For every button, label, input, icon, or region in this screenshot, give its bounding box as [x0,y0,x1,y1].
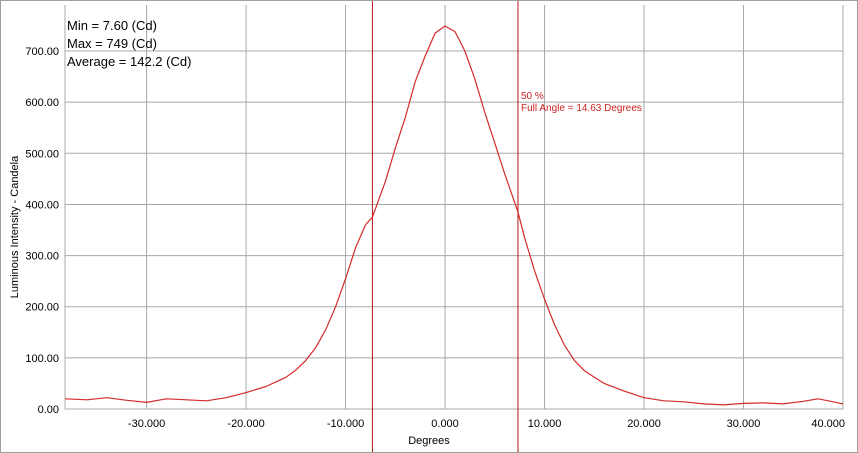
x-tick-label: 10.000 [528,418,562,430]
percent-annotation: 50 % [521,91,544,102]
y-tick-label: 500.00 [25,148,59,160]
x-tick-label: -30.000 [128,418,165,430]
x-tick-label: -10.000 [327,418,364,430]
x-tick-label: 30.000 [727,418,761,430]
y-tick-label: 0.00 [38,404,59,416]
y-tick-label: 600.00 [25,97,59,109]
average-readout: Average = 142.2 (Cd) [67,54,192,69]
series [64,25,844,406]
y-tick-label: 700.00 [25,46,59,58]
half-max-markers [371,1,519,452]
x-tick-label: -20.000 [227,418,264,430]
tick-labels: 0.00 100.00 200.00 300.00 400.00 500.00 600.00… [25,46,845,430]
x-axis-label: Degrees [408,435,450,447]
intensity-curve [64,25,844,406]
y-tick-label: 100.00 [25,353,59,365]
y-tick-label: 200.00 [25,302,59,314]
y-tick-label: 400.00 [25,199,59,211]
x-tick-label: 40.000 [811,418,845,430]
x-tick-label: 0.000 [431,418,459,430]
y-axis-label: Luminous Intensity - Candela [9,155,21,298]
y-tick-label: 300.00 [25,251,59,263]
min-readout: Min = 7.60 (Cd) [67,18,157,33]
full-angle-annotation: Full Angle = 14.63 Degrees [521,103,642,114]
x-tick-label: 20.000 [627,418,661,430]
max-readout: Max = 749 (Cd) [67,36,157,51]
grid [64,5,844,410]
